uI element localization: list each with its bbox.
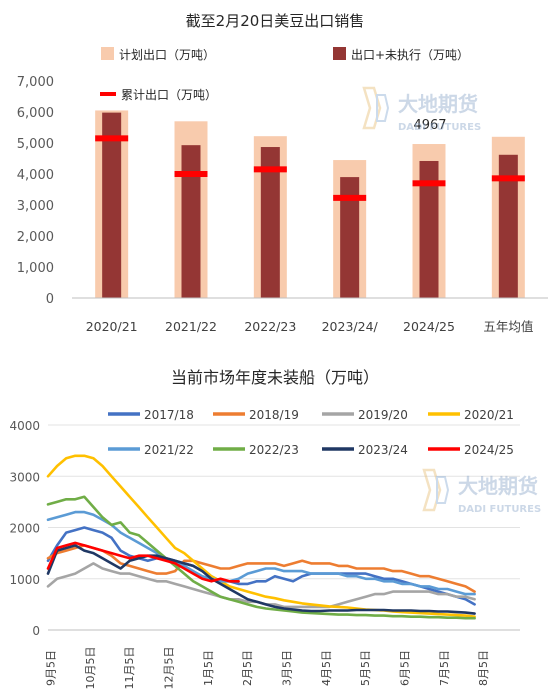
series-line	[46, 541, 240, 583]
bar-x-tick-label: 五年均值	[483, 319, 533, 334]
legend-swatch-export	[333, 47, 346, 60]
bar-y-tick-label: 7,000	[17, 75, 54, 90]
dadi-logo-mark-icon-2	[436, 476, 450, 504]
marker-cumulative	[95, 135, 129, 142]
watermark-text-en: DADI FUTURES	[398, 122, 481, 133]
bar-x-tick-label: 2024/25	[403, 319, 455, 334]
watermark-logo: 大地期货 DADI FUTURES	[362, 86, 481, 133]
line-legend-label: 2022/23	[249, 443, 299, 457]
line-x-tick-label: 9月5日	[45, 650, 58, 686]
marker-cumulative	[333, 194, 367, 201]
dadi-logo-icon	[362, 86, 382, 130]
legend-label-cumulative: 累计出口（万吨）	[121, 88, 217, 102]
line-legend-label: 2020/21	[464, 408, 514, 422]
line-chart-x-axis: 9月5日 10月5日 11月5日 12月5日 1月5日 2月5日 3月5日 4月5日 5月5日 6…	[45, 647, 491, 690]
marker-cumulative	[253, 166, 287, 173]
series-line	[46, 544, 476, 615]
bar-chart-x-axis: 2020/21 2021/22 2022/23 2023/24/2024/25 五年均值	[86, 319, 534, 334]
bar-y-tick-label: 4,000	[17, 168, 54, 183]
line-legend-label: 2023/24	[358, 443, 408, 457]
bar-y-tick-label: 3,000	[17, 199, 54, 214]
watermark-text-cn: 大地期货	[398, 92, 478, 116]
bar-y-tick-label: 0	[46, 292, 54, 307]
marker-cumulative	[491, 175, 525, 182]
bar-chart-title: 截至2月20日美豆出口销售	[186, 12, 365, 30]
watermark2-text-en: DADI FUTURES	[458, 504, 541, 515]
legend-label-export: 出口+未执行（万吨）	[351, 48, 469, 62]
bar-chart: 截至2月20日美豆出口销售 计划出口（万吨） 出口+未执行（万吨） 累计出口（万…	[17, 12, 548, 334]
line-x-tick-label: 1月5日	[202, 650, 215, 686]
line-x-tick-label: 5月5日	[359, 650, 372, 686]
watermark-logo-2: 大地期货 DADI FUTURES	[422, 468, 541, 515]
line-chart-title: 当前市场年度未装船（万吨）	[171, 368, 379, 387]
legend-swatch-plan	[101, 47, 114, 60]
bar-x-tick-label: 2023/24/	[322, 319, 379, 334]
bar-annotation: 4967	[413, 118, 446, 133]
bar-export	[102, 112, 122, 299]
line-chart-y-axis: 0 1000 2000 3000 4000	[9, 419, 40, 638]
line-y-tick-label: 4000	[9, 419, 40, 433]
bar-chart-plot	[95, 110, 525, 299]
line-y-tick-label: 2000	[9, 522, 40, 536]
line-x-tick-label: 10月5日	[84, 647, 97, 690]
bar-chart-y-axis: 0 1,000 2,000 3,000 4,000 5,000 6,000 7,000	[17, 75, 54, 307]
line-x-tick-label: 3月5日	[281, 650, 294, 686]
line-x-tick-label: 7月5日	[438, 650, 451, 686]
line-x-tick-label: 4月5日	[320, 650, 333, 686]
series-line	[46, 510, 476, 596]
line-chart: 当前市场年度未装船（万吨） 0 1000 2000 3000 4000 9月5日 10月5…	[9, 368, 541, 690]
bar-export	[419, 160, 439, 298]
bar-y-tick-label: 6,000	[17, 106, 54, 121]
line-x-tick-label: 12月5日	[163, 647, 176, 690]
line-legend-label: 2018/19	[249, 408, 299, 422]
line-legend-label: 2017/18	[144, 408, 194, 422]
line-x-tick-label: 8月5日	[477, 650, 490, 686]
bar-x-tick-label: 2022/23	[244, 319, 296, 334]
line-y-tick-label: 1000	[9, 573, 40, 587]
line-legend-label: 2021/22	[144, 443, 194, 457]
bar-x-tick-label: 2020/21	[86, 319, 138, 334]
bar-chart-legend: 计划出口（万吨） 出口+未执行（万吨） 累计出口（万吨）	[100, 47, 469, 102]
bar-y-tick-label: 2,000	[17, 230, 54, 245]
bar-x-tick-label: 2021/22	[165, 319, 217, 334]
line-legend-label: 2024/25	[464, 443, 514, 457]
dadi-logo-mark-icon	[376, 94, 390, 122]
line-y-tick-label: 0	[32, 624, 40, 638]
bar-y-tick-label: 5,000	[17, 137, 54, 152]
line-legend-label: 2019/20	[358, 408, 408, 422]
line-chart-legend: 2017/18 2018/19 2019/20 2020/21 2021/22 2022/…	[108, 408, 514, 457]
line-x-tick-label: 11月5日	[123, 647, 136, 690]
legend-swatch-cumulative	[100, 92, 116, 96]
line-x-tick-label: 6月5日	[399, 650, 412, 686]
line-x-tick-label: 2月5日	[241, 650, 254, 686]
watermark2-text-cn: 大地期货	[458, 474, 538, 498]
line-y-tick-label: 3000	[9, 470, 40, 484]
marker-cumulative	[174, 171, 208, 177]
bar-export	[181, 145, 201, 298]
legend-label-plan: 计划出口（万吨）	[119, 48, 215, 62]
series-line	[46, 495, 476, 620]
series-line	[46, 526, 476, 606]
series-line	[46, 454, 476, 619]
bar-export	[340, 177, 360, 298]
series-line	[46, 544, 476, 593]
bar-y-tick-label: 1,000	[17, 261, 54, 276]
bar-export	[498, 154, 518, 298]
line-chart-plot	[46, 454, 476, 620]
dadi-logo-icon-2	[422, 468, 442, 512]
marker-cumulative	[412, 180, 446, 187]
bar-export	[260, 147, 280, 298]
